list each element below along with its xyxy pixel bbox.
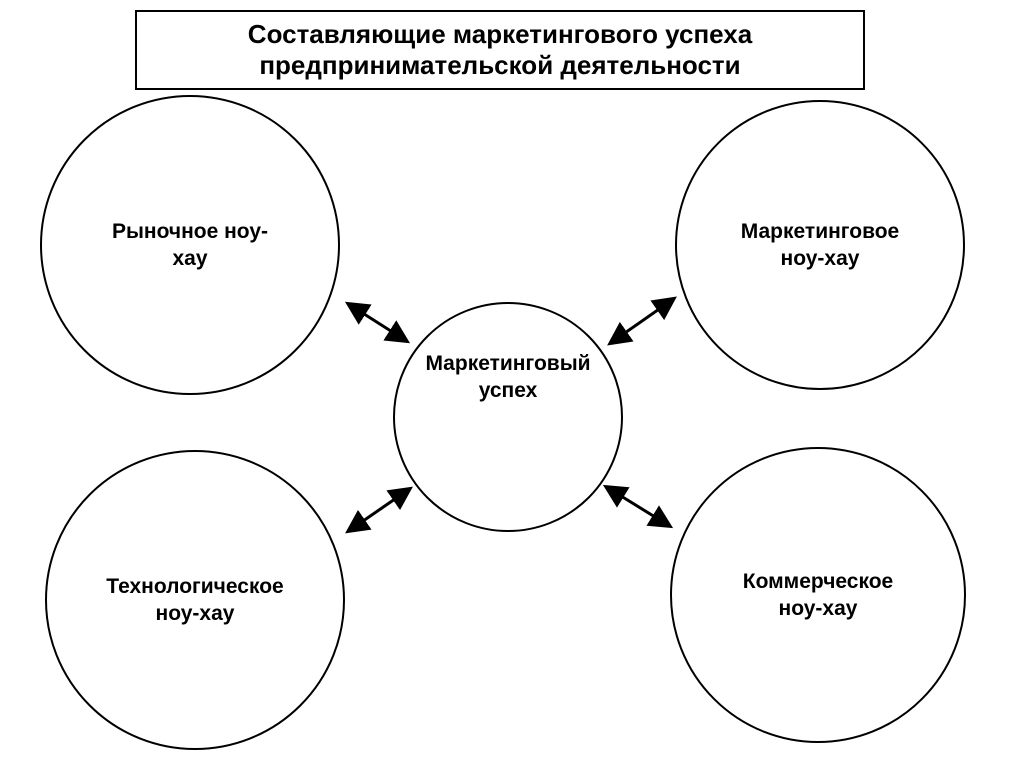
outer-node-bottom-right: Коммерческое ноу-хау	[670, 447, 966, 743]
outer-node-bottom-left: Технологическое ноу-хау	[45, 450, 345, 750]
outer-node-label: Технологическое ноу-хау	[106, 573, 283, 628]
outer-node-label: Рыночное ноу- хау	[112, 218, 268, 273]
outer-node-label: Маркетинговое ноу-хау	[741, 218, 899, 273]
center-node-label: Маркетинговый успех	[425, 350, 590, 405]
title-line2: предпринимательской деятельности	[248, 50, 752, 81]
title-line1: Составляющие маркетингового успеха	[248, 19, 752, 50]
diagram-title: Составляющие маркетингового успеха предп…	[135, 10, 865, 90]
outer-node-label: Коммерческое ноу-хау	[743, 568, 893, 623]
center-node: Маркетинговый успех	[393, 302, 623, 532]
outer-node-top-right: Маркетинговое ноу-хау	[675, 100, 965, 390]
outer-node-top-left: Рыночное ноу- хау	[40, 95, 340, 395]
